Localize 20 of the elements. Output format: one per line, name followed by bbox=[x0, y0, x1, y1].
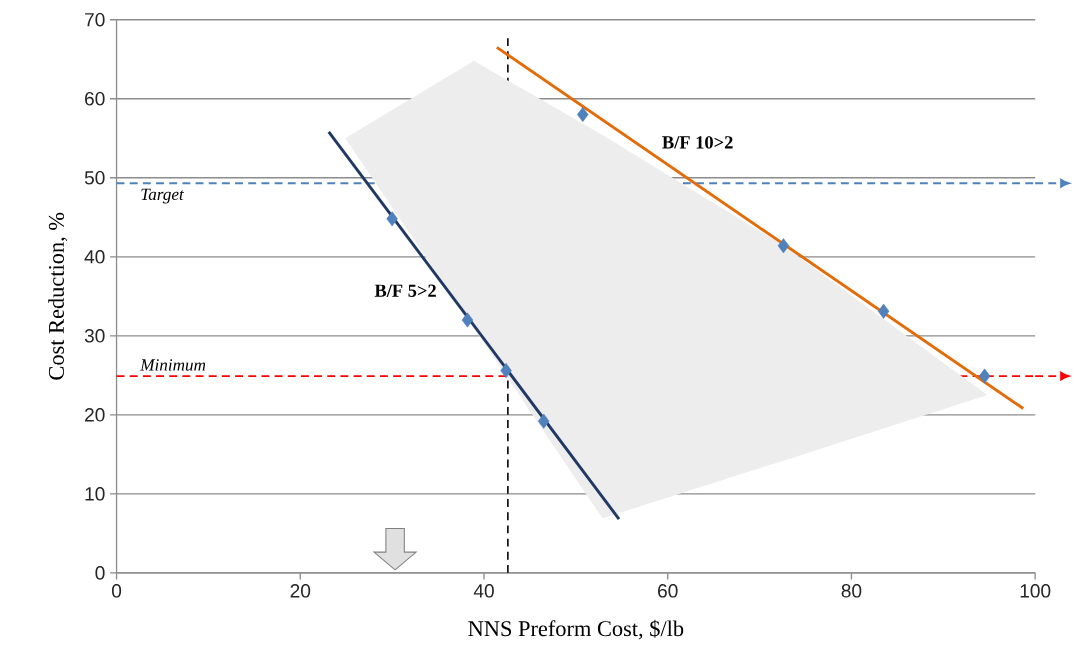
y-tick-label: 40 bbox=[84, 250, 105, 264]
ref-line-label: Target bbox=[141, 188, 185, 204]
y-tick-label: 0 bbox=[95, 566, 105, 580]
y-tick-label: 10 bbox=[85, 487, 105, 501]
y-tick-label: 50 bbox=[84, 171, 105, 185]
x-tick-label: 80 bbox=[841, 584, 862, 598]
ref-line-label: Minimum bbox=[140, 359, 206, 371]
x-tick-label: 100 bbox=[1020, 584, 1051, 598]
series-label: B/F 10>2 bbox=[662, 136, 733, 149]
x-tick-label: 0 bbox=[111, 584, 122, 598]
y-tick-label: 60 bbox=[85, 92, 105, 106]
x-axis-title: NNS Preform Cost, $/lb bbox=[468, 619, 684, 640]
x-tick-label: 40 bbox=[473, 584, 494, 598]
y-tick-label: 20 bbox=[85, 408, 105, 422]
x-tick-label: 60 bbox=[658, 584, 678, 598]
series-label: B/F 5>2 bbox=[374, 284, 436, 298]
y-axis-title: Cost Reduction, % bbox=[48, 212, 68, 380]
x-tick-label: 20 bbox=[290, 584, 311, 598]
y-tick-label: 30 bbox=[84, 329, 105, 343]
y-tick-label: 70 bbox=[85, 13, 105, 27]
